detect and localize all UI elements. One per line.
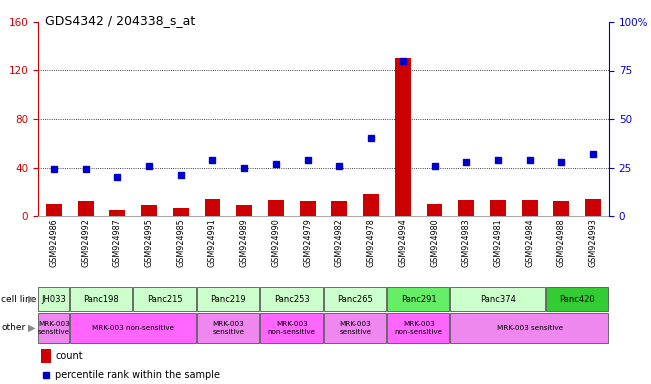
Text: GSM924988: GSM924988 (557, 218, 566, 267)
Text: Panc198: Panc198 (83, 295, 119, 303)
Bar (324, 313, 386, 343)
Bar (70, 287, 132, 311)
Bar (77, 202, 94, 216)
Bar (197, 287, 259, 311)
Text: JH033: JH033 (42, 295, 66, 303)
Bar (133, 287, 196, 311)
Text: GSM924981: GSM924981 (493, 218, 503, 267)
Bar (204, 199, 221, 216)
Text: GDS4342 / 204338_s_at: GDS4342 / 204338_s_at (44, 14, 195, 27)
Bar (46, 204, 62, 216)
Text: MRK-003
sensitive: MRK-003 sensitive (212, 321, 244, 334)
Bar (450, 313, 608, 343)
Text: GSM924985: GSM924985 (176, 218, 186, 267)
Bar (585, 199, 601, 216)
Text: MRK-003
non-sensitive: MRK-003 non-sensitive (268, 321, 316, 334)
Bar (236, 205, 252, 216)
Bar (141, 205, 157, 216)
Text: count: count (55, 351, 83, 361)
Text: percentile rank within the sample: percentile rank within the sample (55, 370, 220, 380)
Text: GSM924978: GSM924978 (367, 218, 376, 267)
Text: GSM924987: GSM924987 (113, 218, 122, 267)
Bar (363, 194, 379, 216)
Bar (299, 202, 316, 216)
Text: GSM924986: GSM924986 (49, 218, 59, 267)
Text: GSM924979: GSM924979 (303, 218, 312, 267)
Text: MRK-003
sensitive: MRK-003 sensitive (38, 321, 70, 334)
Bar (173, 207, 189, 216)
Bar (268, 200, 284, 216)
Text: Panc253: Panc253 (274, 295, 310, 303)
Text: GSM924980: GSM924980 (430, 218, 439, 267)
Text: GSM924994: GSM924994 (398, 218, 408, 267)
Text: Panc219: Panc219 (210, 295, 246, 303)
Text: ▶: ▶ (27, 323, 35, 333)
Text: ▶: ▶ (27, 294, 35, 304)
Text: GSM924990: GSM924990 (271, 218, 281, 267)
Bar (546, 287, 608, 311)
Bar (331, 202, 347, 216)
Bar (260, 287, 322, 311)
Bar (395, 58, 411, 216)
Bar (553, 202, 570, 216)
Bar (387, 287, 449, 311)
Bar (197, 313, 259, 343)
Bar (521, 200, 538, 216)
Text: cell line: cell line (1, 295, 36, 303)
Text: Panc265: Panc265 (337, 295, 373, 303)
Text: GSM924982: GSM924982 (335, 218, 344, 267)
Bar (109, 210, 125, 216)
Text: GSM924992: GSM924992 (81, 218, 90, 267)
Text: GSM924983: GSM924983 (462, 218, 471, 267)
Bar (38, 313, 69, 343)
Text: GSM924984: GSM924984 (525, 218, 534, 267)
Text: GSM924993: GSM924993 (589, 218, 598, 267)
Text: MRK-003
sensitive: MRK-003 sensitive (339, 321, 371, 334)
Bar (458, 200, 474, 216)
Text: MRK-003 sensitive: MRK-003 sensitive (497, 325, 562, 331)
Bar (260, 313, 322, 343)
Text: GSM924995: GSM924995 (145, 218, 154, 267)
Text: GSM924989: GSM924989 (240, 218, 249, 267)
Text: Panc374: Panc374 (480, 295, 516, 303)
Text: other: other (1, 323, 25, 333)
Bar (490, 200, 506, 216)
Text: Panc215: Panc215 (147, 295, 183, 303)
Text: MRK-003 non-sensitive: MRK-003 non-sensitive (92, 325, 174, 331)
Text: GSM924991: GSM924991 (208, 218, 217, 267)
Bar (41, 349, 51, 363)
Bar (450, 287, 545, 311)
Bar (70, 313, 196, 343)
Text: Panc420: Panc420 (559, 295, 595, 303)
Bar (324, 287, 386, 311)
Text: Panc291: Panc291 (401, 295, 436, 303)
Text: MRK-003
non-sensitive: MRK-003 non-sensitive (395, 321, 443, 334)
Bar (387, 313, 449, 343)
Bar (426, 204, 443, 216)
Bar (38, 287, 69, 311)
